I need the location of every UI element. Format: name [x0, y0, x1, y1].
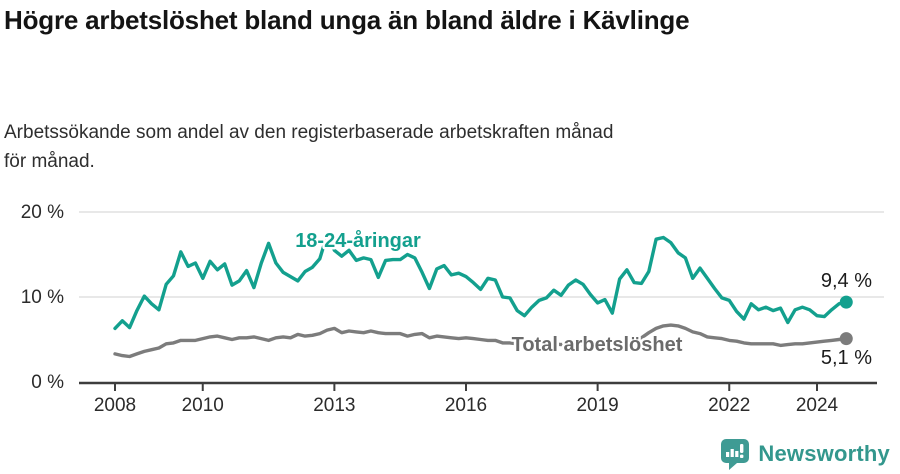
- x-axis-tick-label: 2022: [708, 395, 750, 416]
- series-end-dot-0: [839, 295, 853, 309]
- x-axis-tick-label: 2024: [796, 395, 839, 416]
- x-axis-tick-label: 2013: [313, 395, 355, 416]
- series-label-0: 18-24-åringar: [295, 229, 421, 252]
- x-axis-tick-label: 2019: [576, 395, 618, 416]
- series-label-1: Total arbetslöshet: [512, 334, 683, 356]
- series-line-0: [113, 233, 848, 331]
- chart-title: Högre arbetslöshet bland unga än bland ä…: [4, 5, 690, 35]
- end-value-label-1: 5,1 %: [821, 347, 872, 369]
- y-axis-tick-label: 10 %: [21, 287, 64, 308]
- x-axis-tick-label: 2008: [94, 395, 136, 416]
- x-axis-tick-label: 2010: [182, 395, 224, 416]
- end-value-label-0: 9,4 %: [821, 270, 872, 292]
- y-axis-tick-label: 0 %: [31, 372, 64, 393]
- y-axis-tick-label: 20 %: [21, 202, 64, 223]
- newsworthy-logo[interactable]: Newsworthy: [718, 437, 890, 470]
- x-axis-tick-label: 2016: [445, 395, 487, 416]
- series-end-dot-1: [839, 332, 853, 346]
- newsworthy-bubble-icon: [721, 439, 750, 470]
- chart-subtitle: Arbetssökande som andel av den registerb…: [4, 122, 614, 173]
- series-line-1: [113, 323, 848, 359]
- newsworthy-brand-name: Newsworthy: [758, 440, 890, 466]
